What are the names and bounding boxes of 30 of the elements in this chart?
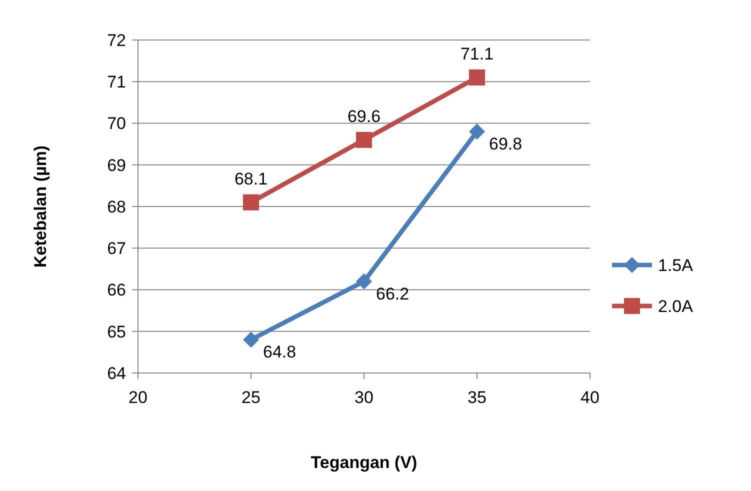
data-label: 69.6: [347, 106, 381, 126]
y-tick-label: 69: [107, 156, 126, 175]
data-label: 66.2: [376, 284, 410, 304]
x-tick-label: 20: [128, 388, 148, 407]
x-axis-title: Tegangan (V): [310, 453, 418, 472]
y-tick-label: 67: [107, 239, 126, 258]
point: [243, 194, 259, 210]
point: [469, 124, 485, 140]
y-axis-title: Ketebalan (µm): [31, 145, 50, 268]
point: [243, 332, 259, 348]
y-tick-label: 68: [107, 197, 126, 216]
x-tick-label: 40: [580, 388, 600, 407]
x-tick-label: 30: [354, 388, 374, 407]
x-tick-label: 25: [242, 388, 260, 407]
y-tick-label: 71: [107, 72, 126, 92]
y-tick-label: 65: [107, 322, 126, 342]
data-label: 71.1: [460, 44, 494, 64]
data-label: 69.8: [489, 134, 522, 154]
data-label: 68.1: [234, 169, 268, 188]
point: [469, 69, 485, 86]
legend-label: 1.5A: [658, 256, 694, 275]
data-label: 64.8: [263, 342, 296, 362]
y-tick-label: 64: [107, 364, 126, 383]
x-tick-label: 35: [468, 388, 486, 407]
y-tick-label: 72: [107, 30, 126, 50]
point: [356, 273, 372, 290]
y-tick-label: 70: [107, 114, 126, 134]
y-tick-label: 66: [107, 280, 126, 300]
point: [356, 132, 372, 148]
legend-label: 2.0A: [658, 296, 694, 316]
